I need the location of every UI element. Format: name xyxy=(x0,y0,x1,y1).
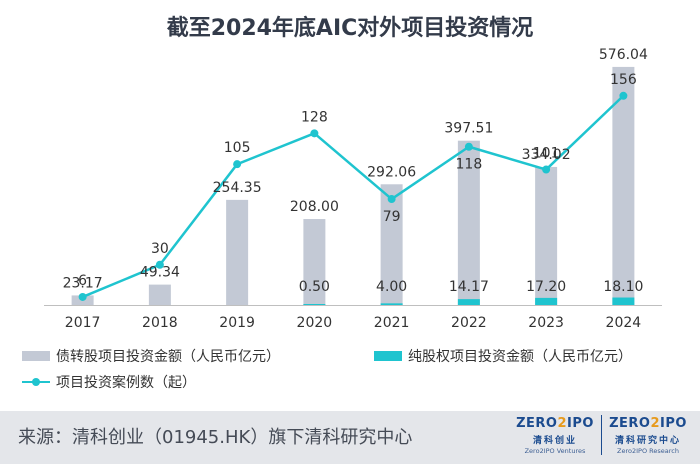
legend-item-debt-equity: 债转股项目投资金额（人民币亿元） xyxy=(22,346,280,366)
label-debt-equity-2019: 254.35 xyxy=(213,180,262,196)
legend: 债转股项目投资金额（人民币亿元） 纯股权项目投资金额（人民币亿元） 项目投资案例… xyxy=(22,346,682,398)
chart-title: 截至2024年底AIC对外项目投资情况 xyxy=(166,16,534,41)
source-text: 来源：清科创业（01945.HK）旗下清科研究中心 xyxy=(18,427,413,448)
label-case-count-2017: 6 xyxy=(78,273,87,289)
legend-swatch-pure-equity xyxy=(374,351,402,361)
x-tick-2022: 2022 xyxy=(451,315,487,331)
chart-card: 截至2024年底AIC对外项目投资情况 23.17 49.34 254.35 208.… xyxy=(0,0,700,411)
label-case-count-2018: 30 xyxy=(151,241,169,257)
x-tick-2020: 2020 xyxy=(297,315,333,331)
bar-debt-equity-2019 xyxy=(226,199,249,305)
label-debt-equity-2024: 576.04 xyxy=(599,47,648,63)
point-case-count-2022 xyxy=(464,142,473,151)
label-debt-equity-2021: 292.06 xyxy=(367,164,416,180)
zero2ipo-research-logo: ZERO2IPO 清科研究中心 Zero2IPO Research xyxy=(609,415,687,455)
legend-label-pure-equity: 纯股权项目投资金额（人民币亿元） xyxy=(408,349,632,365)
label-debt-equity-2022: 397.51 xyxy=(444,121,493,137)
label-case-count-2019: 105 xyxy=(224,140,251,156)
label-debt-equity-2023: 334.02 xyxy=(522,147,571,163)
bar-pure-equity-2024 xyxy=(612,297,635,305)
point-case-count-2017 xyxy=(78,292,87,301)
label-pure-equity-2021: 4.00 xyxy=(376,279,407,295)
legend-swatch-debt-equity xyxy=(22,351,50,361)
x-tick-2024: 2024 xyxy=(606,315,642,331)
logo-divider xyxy=(601,415,602,455)
logos: ZERO2IPO 清科创业 Zero2IPO Ventures ZERO2IPO… xyxy=(513,415,690,455)
label-pure-equity-2022: 14.17 xyxy=(449,279,489,295)
label-case-count-2020: 128 xyxy=(301,109,328,125)
legend-label-case-count: 项目投资案例数（起） xyxy=(56,375,196,391)
x-tick-2018: 2018 xyxy=(142,315,178,331)
bar-pure-equity-2022 xyxy=(457,299,480,305)
x-tick-2019: 2019 xyxy=(219,315,255,331)
label-case-count-2023: 101 xyxy=(533,146,560,162)
point-case-count-2023 xyxy=(542,165,551,174)
bar-debt-equity-2024 xyxy=(612,66,635,305)
bar-debt-equity-2021 xyxy=(380,184,403,305)
bar-pure-equity-2021 xyxy=(380,303,403,305)
label-case-count-2024: 156 xyxy=(610,72,637,88)
bar-debt-equity-2020 xyxy=(303,219,326,305)
chart-canvas: 23.17 49.34 254.35 208.00 292.06 397.51 334.02… xyxy=(44,47,662,331)
point-case-count-2020 xyxy=(310,129,319,138)
label-pure-equity-2020: 0.50 xyxy=(299,279,330,295)
point-case-count-2018 xyxy=(155,260,164,269)
bar-pure-equity-2023 xyxy=(535,297,558,305)
x-tick-2017: 2017 xyxy=(65,315,101,331)
point-case-count-2019 xyxy=(233,160,242,169)
label-case-count-2022: 118 xyxy=(456,157,483,173)
footer: 来源：清科创业（01945.HK）旗下清科研究中心 ZERO2IPO 清科创业 … xyxy=(0,411,700,464)
line-case-count xyxy=(82,94,625,299)
legend-swatch-case-count xyxy=(22,377,50,387)
zero2ipo-ventures-logo: ZERO2IPO 清科创业 Zero2IPO Ventures xyxy=(516,415,594,455)
bar-debt-equity-2023 xyxy=(535,166,558,305)
legend-item-pure-equity: 纯股权项目投资金额（人民币亿元） xyxy=(374,346,632,366)
x-tick-2023: 2023 xyxy=(528,315,564,331)
label-debt-equity-2017: 23.17 xyxy=(63,275,103,291)
label-debt-equity-2020: 208.00 xyxy=(290,199,339,215)
bar-pure-equity-2020 xyxy=(303,304,326,305)
legend-item-case-count: 项目投资案例数（起） xyxy=(22,372,196,392)
label-debt-equity-2018: 49.34 xyxy=(140,265,180,281)
point-case-count-2024 xyxy=(619,91,628,100)
label-case-count-2021: 79 xyxy=(383,209,401,225)
bar-debt-equity-2018 xyxy=(148,284,171,305)
label-pure-equity-2023: 17.20 xyxy=(526,279,566,295)
point-case-count-2021 xyxy=(387,195,396,204)
x-tick-2021: 2021 xyxy=(374,315,410,331)
bar-debt-equity-2022 xyxy=(457,140,480,305)
legend-label-debt-equity: 债转股项目投资金额（人民币亿元） xyxy=(56,349,280,365)
label-pure-equity-2024: 18.10 xyxy=(603,279,643,295)
